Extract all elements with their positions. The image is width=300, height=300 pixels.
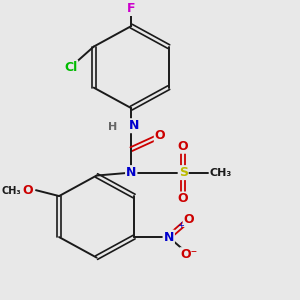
Text: Cl: Cl <box>64 61 77 74</box>
Text: S: S <box>179 166 188 179</box>
Text: O⁻: O⁻ <box>180 248 198 261</box>
Text: H: H <box>108 122 117 132</box>
Text: CH₃: CH₃ <box>2 186 21 196</box>
Text: O: O <box>178 193 188 206</box>
Text: N: N <box>129 119 139 132</box>
Text: N: N <box>126 166 136 179</box>
Text: N: N <box>164 231 174 244</box>
Text: CH₃: CH₃ <box>210 168 232 178</box>
Text: O: O <box>178 140 188 153</box>
Text: O: O <box>155 130 165 142</box>
Text: F: F <box>127 2 136 15</box>
Text: +: + <box>177 221 184 230</box>
Text: O: O <box>22 184 33 197</box>
Text: O: O <box>184 213 194 226</box>
